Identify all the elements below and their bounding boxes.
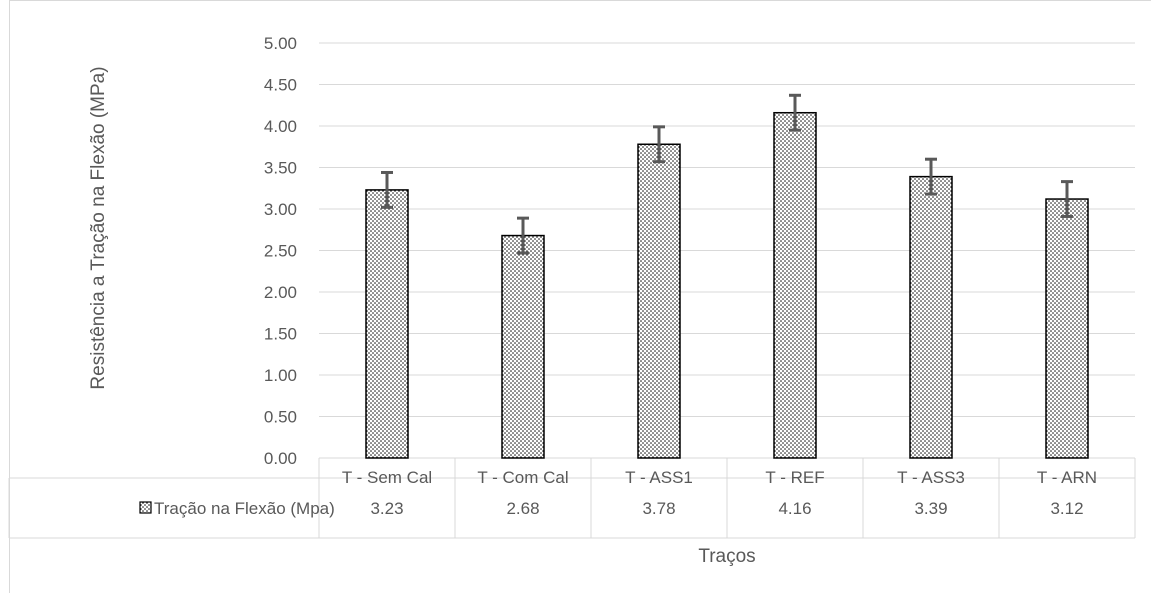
category-label: T - REF: [765, 468, 824, 487]
data-value-label: 2.68: [506, 499, 539, 518]
y-tick-label: 4.50: [264, 76, 297, 95]
y-tick-label: 3.50: [264, 159, 297, 178]
bar: [501, 234, 545, 459]
bar: [773, 111, 817, 459]
x-axis-title: Traços: [698, 546, 755, 567]
y-axis-title: Resistência a Tração na Flexão (MPa): [88, 66, 109, 389]
category-label: T - ASS3: [897, 468, 965, 487]
legend-key: [139, 501, 152, 514]
chart-area: [9, 0, 1151, 593]
data-value-label: 3.12: [1050, 499, 1083, 518]
category-label: T - ASS1: [625, 468, 693, 487]
bar: [637, 143, 681, 459]
y-tick-label: 1.00: [264, 366, 297, 385]
bar: [909, 175, 953, 459]
category-label: T - Com Cal: [477, 468, 568, 487]
y-tick-label: 3.00: [264, 200, 297, 219]
y-tick-label: 1.50: [264, 325, 297, 344]
y-tick-label: 0.50: [264, 408, 297, 427]
legend-label: Tração na Flexão (Mpa): [154, 499, 335, 518]
data-value-label: 3.78: [642, 499, 675, 518]
data-value-label: 3.39: [914, 499, 947, 518]
y-tick-label: 5.00: [264, 34, 297, 53]
category-label: T - ARN: [1037, 468, 1097, 487]
data-value-label: 4.16: [778, 499, 811, 518]
data-value-label: 3.23: [370, 499, 403, 518]
category-label: T - Sem Cal: [342, 468, 432, 487]
bar: [1045, 198, 1089, 459]
y-tick-label: 2.00: [264, 283, 297, 302]
bar: [365, 189, 409, 459]
y-tick-label: 4.00: [264, 117, 297, 136]
y-tick-label: 2.50: [264, 242, 297, 261]
y-tick-label: 0.00: [264, 449, 297, 468]
